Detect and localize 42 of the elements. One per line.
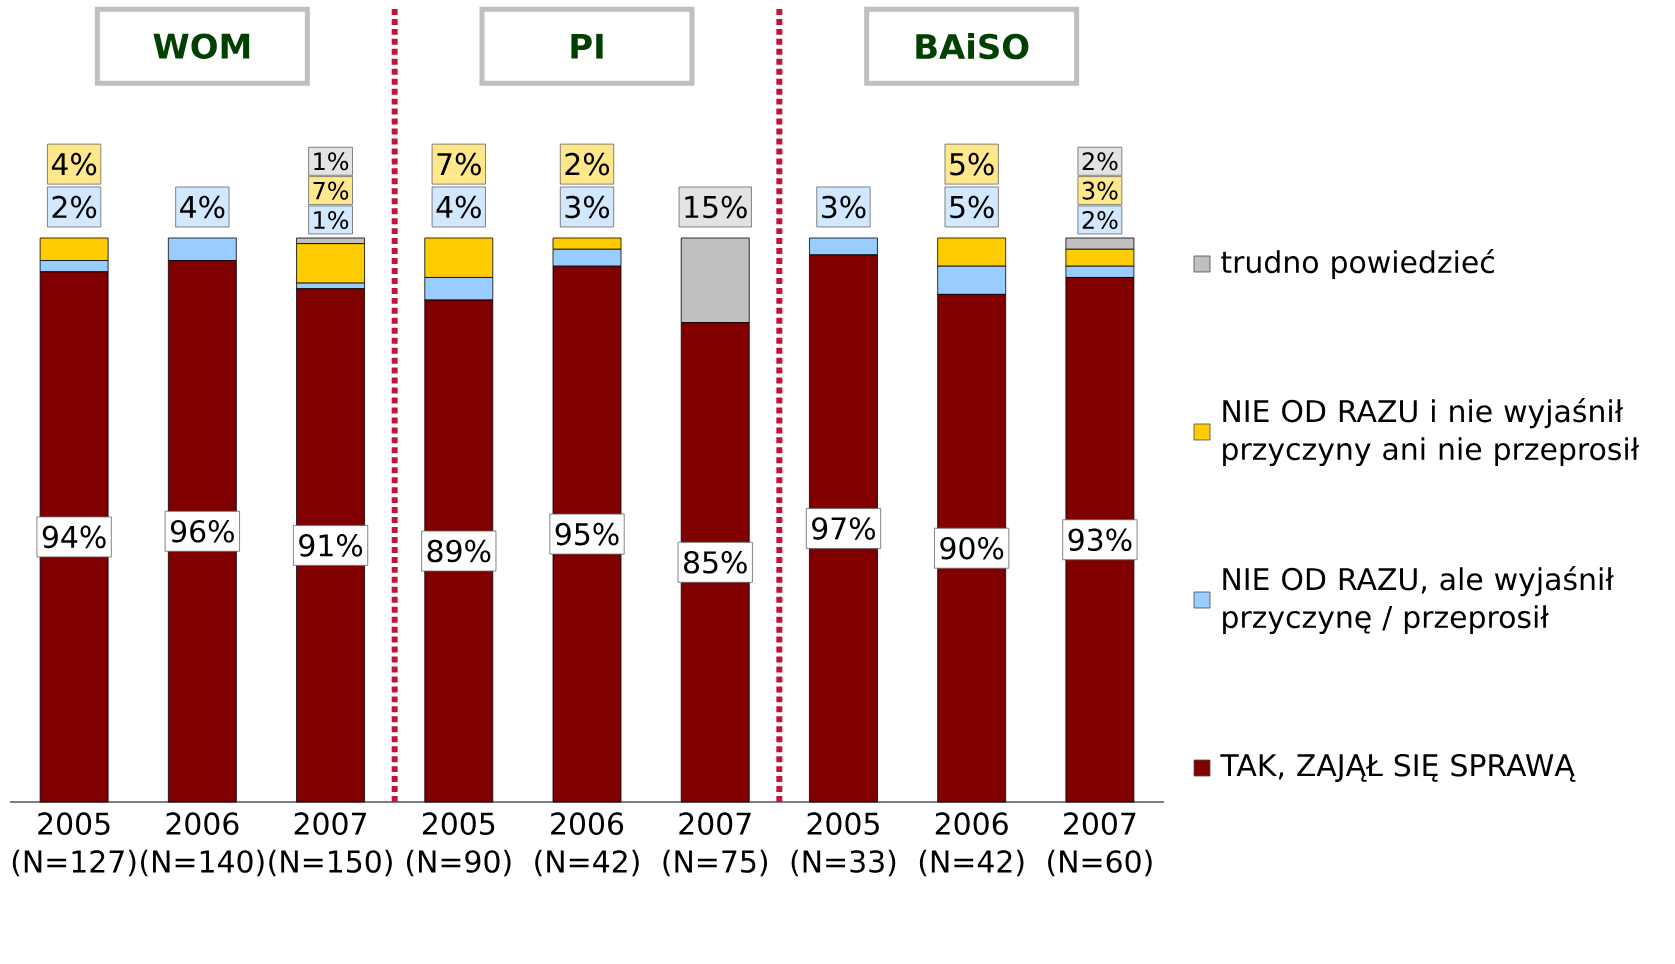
text: WOM: [153, 33, 250, 60]
data-label: 7%: [437, 152, 481, 176]
data-label: 5%: [950, 152, 994, 176]
data-label: 2%: [1082, 152, 1118, 171]
data-label: 95%: [555, 522, 619, 546]
x-tick-label: 2006 (N=140): [141, 812, 264, 877]
x-tick-label: 2007 (N=75): [663, 812, 768, 877]
data-label: 15%: [685, 195, 747, 219]
data-label: 1%: [314, 152, 349, 171]
data-label: 85%: [684, 550, 747, 574]
text: BAiSO: [916, 33, 1029, 60]
x-tick-label: 2006 (N=42): [919, 812, 1024, 877]
data-label: 3%: [1082, 181, 1118, 200]
data-label: 4%: [180, 195, 225, 219]
data-label: 2%: [52, 195, 97, 219]
data-label: 90%: [940, 536, 1004, 560]
x-tick-label: 2007 (N=60): [1048, 812, 1152, 877]
legend-label: NIE OD RAZU i nie wyjaśnił przyczyny ani nie przeprosił: [1223, 397, 1640, 467]
data-label: 1%: [314, 210, 349, 229]
x-tick-label: 2006 (N=42): [535, 812, 639, 877]
data-label: 2%: [565, 152, 610, 176]
data-label: 7%: [313, 181, 349, 200]
data-label: 89%: [427, 539, 491, 563]
x-tick-label: 2005 (N=127): [12, 812, 136, 877]
legend-label: TAK, ZAJĄŁ SIĘ SPRAWĄ: [1220, 753, 1576, 783]
x-tick-label: 2005 (N=33): [791, 812, 896, 877]
data-label: 4%: [436, 195, 481, 219]
data-label: 3%: [565, 195, 610, 219]
data-label: 2%: [1082, 210, 1118, 229]
data-label: 3%: [822, 195, 866, 219]
legend-label: NIE OD RAZU, ale wyjaśnił przyczynę / przeprosił: [1223, 565, 1614, 635]
data-label: 94%: [42, 525, 106, 549]
data-label: 93%: [1068, 528, 1132, 552]
data-label: 4%: [51, 152, 97, 176]
legend-label: trudno powiedzieć: [1221, 248, 1494, 280]
data-label: 96%: [170, 519, 234, 543]
data-label: 97%: [812, 517, 875, 540]
data-label: 5%: [950, 195, 994, 219]
x-tick-label: 2005 (N=90): [406, 812, 511, 877]
data-label: 91%: [299, 534, 363, 557]
text: PI: [571, 33, 603, 59]
x-tick-label: 2007 (N=150): [269, 812, 392, 877]
